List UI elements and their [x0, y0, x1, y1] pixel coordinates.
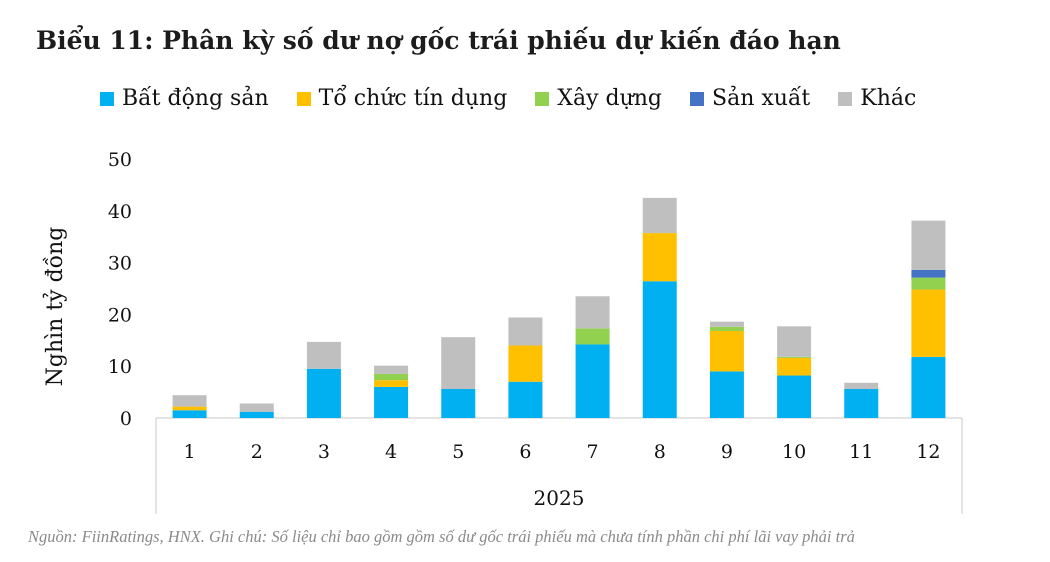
bar-segment: [911, 220, 946, 270]
x-tick-label: 1: [184, 441, 196, 463]
legend-item: Tổ chức tín dụng: [296, 86, 508, 111]
x-tick-label: 5: [452, 441, 464, 463]
bar-segment: [911, 289, 946, 357]
bar-segment: [508, 345, 543, 382]
chart-legend: Bất động sản Tổ chức tín dụng Xây dựng Sản …: [100, 86, 916, 111]
bar-segment: [709, 326, 744, 331]
x-tick-label: 10: [782, 441, 806, 463]
legend-swatch: [690, 91, 705, 106]
bar-segment: [911, 356, 946, 418]
x-tick-label: 7: [587, 441, 599, 463]
legend-item: Bất động sản: [100, 86, 269, 111]
bar-segment: [172, 395, 207, 407]
bar-segment: [642, 197, 677, 234]
bar-segment: [508, 381, 543, 418]
legend-label: Khác: [860, 86, 917, 111]
bar-segment: [844, 382, 879, 389]
x-tick-label: 12: [916, 441, 940, 463]
bar-segment: [172, 410, 207, 418]
bar-segment: [642, 233, 677, 282]
bar-segment: [642, 281, 677, 418]
y-tick-label: 40: [108, 201, 132, 223]
legend-item: Xây dựng: [535, 86, 662, 111]
x-tick-label: 11: [849, 441, 873, 463]
legend-swatch: [100, 91, 114, 106]
chart-title: Biểu 11: Phân kỳ số dư nợ gốc trái phiếu…: [36, 26, 841, 55]
bar-segment: [441, 388, 476, 418]
bar-segment: [911, 269, 946, 278]
bar-segment: [374, 365, 409, 374]
x-tick-label: 8: [654, 441, 666, 463]
bar-segment: [911, 277, 946, 290]
source-note: Nguồn: FiinRatings, HNX. Ghi chú: Số liệ…: [28, 527, 855, 546]
legend-swatch: [535, 91, 550, 106]
x-tick-label: 6: [519, 441, 531, 463]
legend-label: Tổ chức tín dụng: [318, 86, 508, 111]
x-tick-label: 4: [385, 441, 397, 463]
bar-segment: [709, 371, 744, 418]
legend-item: Sản xuất: [690, 86, 810, 111]
bar-segment: [777, 356, 812, 358]
bar-segment: [172, 406, 207, 411]
legend-swatch: [838, 91, 853, 106]
bar-segment: [441, 337, 476, 389]
bar-segment: [239, 403, 274, 412]
bar-segment: [709, 330, 744, 372]
legend-swatch: [296, 91, 311, 106]
y-tick-label: 20: [108, 304, 132, 326]
bar-segment: [777, 357, 812, 376]
x-tick-label: 9: [721, 441, 733, 463]
bar-segment: [306, 341, 341, 369]
bar-segment: [777, 326, 812, 357]
bar-segment: [777, 375, 812, 418]
bar-segment: [306, 368, 341, 418]
legend-label: Bất động sản: [122, 86, 269, 111]
legend-label: Sản xuất: [712, 86, 811, 111]
bar-segment: [374, 373, 409, 381]
bar-segment: [508, 317, 543, 346]
bar-segment: [239, 411, 274, 418]
bar-segment: [374, 386, 409, 418]
y-tick-label: 50: [108, 149, 132, 171]
y-tick-label: 0: [120, 408, 132, 430]
legend-label: Xây dựng: [557, 86, 663, 111]
x-axis-title: 2025: [534, 486, 585, 510]
x-tick-label: 2: [251, 441, 263, 463]
bar-segment: [709, 321, 744, 327]
bar-segment: [844, 388, 879, 418]
bar-segment: [575, 328, 610, 345]
bar-segment: [575, 296, 610, 329]
y-tick-label: 10: [108, 356, 132, 378]
legend-item: Khác: [838, 86, 916, 111]
y-tick-label: 30: [108, 253, 132, 275]
x-tick-label: 3: [318, 441, 330, 463]
y-axis-title: Nghìn tỷ đồng: [42, 227, 68, 387]
bar-segment: [575, 344, 610, 418]
bar-segment: [374, 380, 409, 387]
